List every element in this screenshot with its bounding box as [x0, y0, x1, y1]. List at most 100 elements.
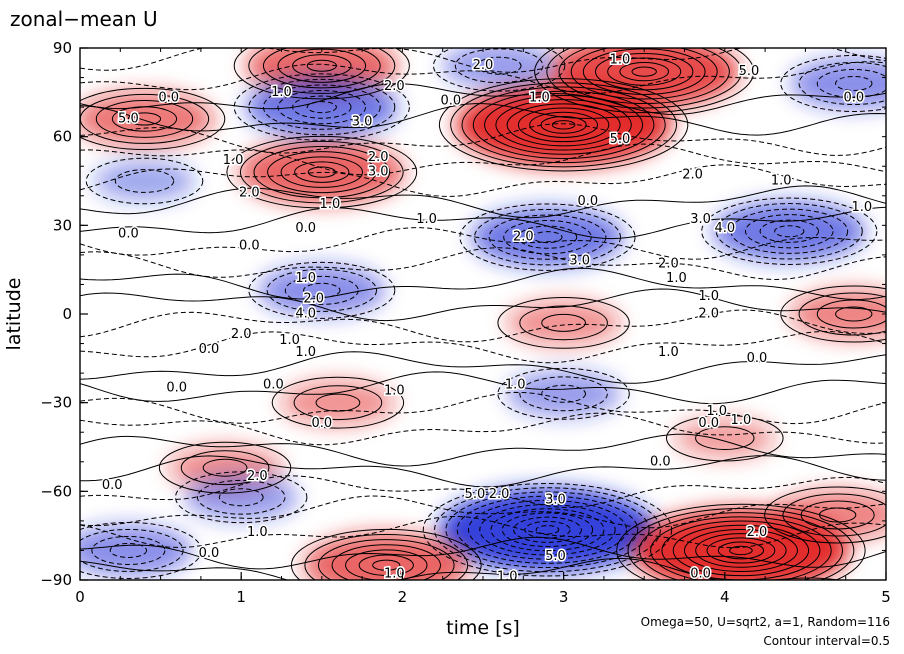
contour-ring-0-7	[484, 94, 644, 155]
contour-streak	[80, 185, 886, 219]
contour-label: 3.0	[690, 212, 711, 227]
contour-label: 0.0	[166, 380, 187, 395]
contour-label: 1.0	[731, 413, 752, 428]
parameters-note: Omega=50, U=sqrt2, a=1, Random=116	[641, 615, 890, 629]
contour-streak	[80, 557, 843, 580]
contour-ring-8-1	[835, 75, 873, 91]
contour-label: 0.0	[102, 478, 123, 493]
contour-label: 5.0	[465, 487, 486, 502]
contour-ring-23-1	[114, 169, 175, 193]
contour-ring-0-4	[517, 107, 610, 143]
x-tick-label: 0	[75, 588, 85, 606]
contour-label: 0.0	[698, 416, 719, 431]
contour-ring-19-5	[318, 539, 455, 580]
contour-ring-4-2	[111, 106, 178, 132]
x-tick-label: 3	[559, 588, 569, 606]
field-blob-2	[239, 139, 405, 205]
contour-label: 2.0	[658, 256, 679, 271]
y-tick-label: −90	[40, 571, 72, 589]
contour-label: 1.0	[529, 91, 550, 106]
contour-ring-18-11	[616, 503, 866, 580]
contour-label: 1.0	[384, 383, 405, 398]
x-axis-label: time [s]	[446, 617, 520, 639]
contour-ring-22-1	[109, 542, 148, 558]
contour-label: 2.0	[473, 58, 494, 73]
contour-ring-14-3	[497, 367, 630, 420]
contour-ring-3-4	[262, 48, 381, 89]
contour-streak	[80, 516, 886, 549]
contour-label: 1.0	[271, 85, 292, 100]
field-blob-4	[80, 91, 215, 147]
contour-label: 1.0	[295, 345, 316, 360]
contour-ring-20-2	[800, 500, 875, 530]
contour-ring-7-6	[701, 197, 878, 265]
field-blob-9	[442, 48, 557, 89]
field-blob-6	[471, 206, 624, 268]
y-tick-label: −30	[40, 394, 72, 412]
contour-ring-6-2	[517, 225, 578, 249]
x-tick-label: 1	[236, 588, 246, 606]
contour-ring-0-8	[472, 90, 655, 159]
contour-ring-13-3	[271, 376, 405, 429]
contour-label: 1.0	[771, 174, 792, 189]
contour-label: 3.0	[569, 253, 590, 268]
contour-ring-2-5	[253, 146, 391, 199]
contour-label: 0.0	[577, 194, 598, 209]
contour-ring-12-1	[835, 306, 873, 322]
contour-ring-13-2	[293, 385, 383, 421]
contour-ring-3-6	[233, 48, 410, 100]
contour-ring-14-2	[519, 376, 608, 412]
contour-label: 1.0	[610, 52, 631, 67]
contour-label: 2.0	[239, 185, 260, 200]
contour-streak	[80, 371, 886, 405]
contour-ring-6-1	[532, 231, 563, 244]
contour-ring-19-6	[304, 534, 469, 580]
field-blob-16	[184, 474, 299, 521]
contour-ring-9-3	[432, 48, 566, 92]
contour-ring-7-2	[759, 219, 819, 243]
contour-ring-4-5	[80, 87, 226, 151]
contour-ring-22-4	[80, 521, 202, 579]
field-blob-20	[774, 489, 886, 541]
contour-label: 1.0	[505, 377, 526, 392]
contour-label: 1.0	[666, 271, 687, 286]
contour-ring-12-3	[798, 292, 886, 336]
contour-streak	[80, 433, 886, 467]
contour-ring-8-2	[816, 68, 886, 98]
contour-label: 1.0	[416, 212, 437, 227]
contour-ring-17-7	[467, 499, 627, 560]
contour-label: 1.0	[706, 404, 727, 419]
contour-label: 1.0	[295, 271, 316, 286]
contour-ring-15-3	[158, 441, 292, 494]
contour-label: 2.0	[489, 487, 510, 502]
contour-ring-20-3	[782, 493, 886, 537]
contour-ring-2-7	[226, 135, 418, 209]
contour-ring-19-4	[331, 544, 441, 580]
contour-ring-18-4	[695, 533, 787, 568]
contour-ring-0-11	[438, 78, 689, 172]
contour-ring-19-3	[345, 549, 428, 580]
y-axis: −90 −60 −30 0 30 60 90	[40, 39, 886, 589]
y-tick-label: 30	[53, 216, 72, 234]
contour-ring-17-5	[490, 508, 605, 552]
contour-streak	[80, 351, 886, 384]
contour-ring-5-6	[233, 73, 410, 141]
contour-streak	[80, 143, 886, 176]
contour-ring-20-4	[764, 486, 886, 544]
contour-streak	[80, 475, 886, 508]
contour-ring-6-4	[488, 214, 607, 260]
x-tick-label: 4	[720, 588, 730, 606]
contour-label: 2.0	[368, 150, 389, 165]
contour-ring-1-6	[570, 48, 718, 100]
contour-rings	[80, 48, 886, 580]
contour-ring-17-9	[445, 491, 650, 569]
contour-label: 0.0	[239, 239, 260, 254]
contour-label: 5.0	[118, 111, 139, 126]
field-blob-14	[506, 370, 621, 417]
contour-ring-7-3	[744, 214, 834, 249]
contour-label: 2.0	[747, 525, 768, 540]
contour-label: 0.0	[295, 221, 316, 236]
contour-label: 0.0	[118, 227, 139, 242]
contour-ring-0-1	[551, 120, 576, 130]
